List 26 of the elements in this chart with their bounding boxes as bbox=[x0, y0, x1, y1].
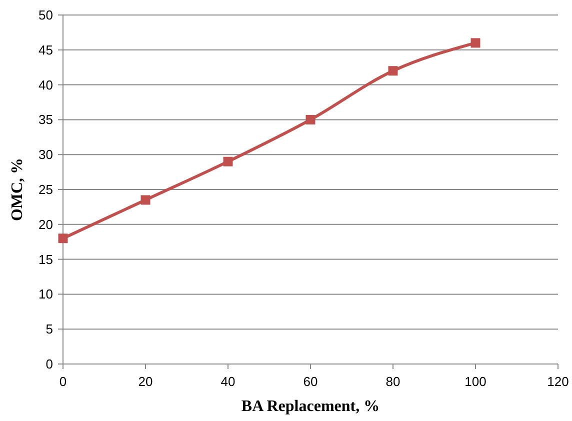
x-axis-title: BA Replacement, % bbox=[241, 398, 380, 415]
point bbox=[388, 66, 398, 76]
point bbox=[223, 156, 233, 166]
point bbox=[470, 38, 480, 48]
y-tick-label: 45 bbox=[38, 42, 53, 58]
y-tick-label: 25 bbox=[38, 182, 53, 197]
y-tick-label: 5 bbox=[46, 322, 53, 337]
y-tick-label: 40 bbox=[38, 77, 53, 92]
x-tick-label: 0 bbox=[59, 374, 67, 389]
point bbox=[306, 114, 316, 124]
x-tick-label: 20 bbox=[138, 374, 153, 389]
x-tick-label: 100 bbox=[464, 374, 486, 389]
y-tick-label: 35 bbox=[38, 112, 53, 128]
x-tick-label: 40 bbox=[220, 374, 236, 389]
y-tick-label: 10 bbox=[38, 286, 53, 302]
point bbox=[58, 234, 68, 244]
y-tick-label: 20 bbox=[38, 216, 53, 232]
y-tick-label: 15 bbox=[38, 252, 53, 267]
x-tick-label: 80 bbox=[386, 374, 400, 389]
x-tick-label: 60 bbox=[303, 374, 318, 389]
y-axis-title: OMC, % bbox=[9, 158, 26, 222]
y-tick-label: 0 bbox=[46, 356, 53, 372]
y-tick-label: 50 bbox=[38, 8, 53, 22]
y-tick-label: 30 bbox=[38, 147, 53, 162]
point bbox=[140, 195, 150, 205]
x-tick-label: 120 bbox=[547, 374, 569, 389]
